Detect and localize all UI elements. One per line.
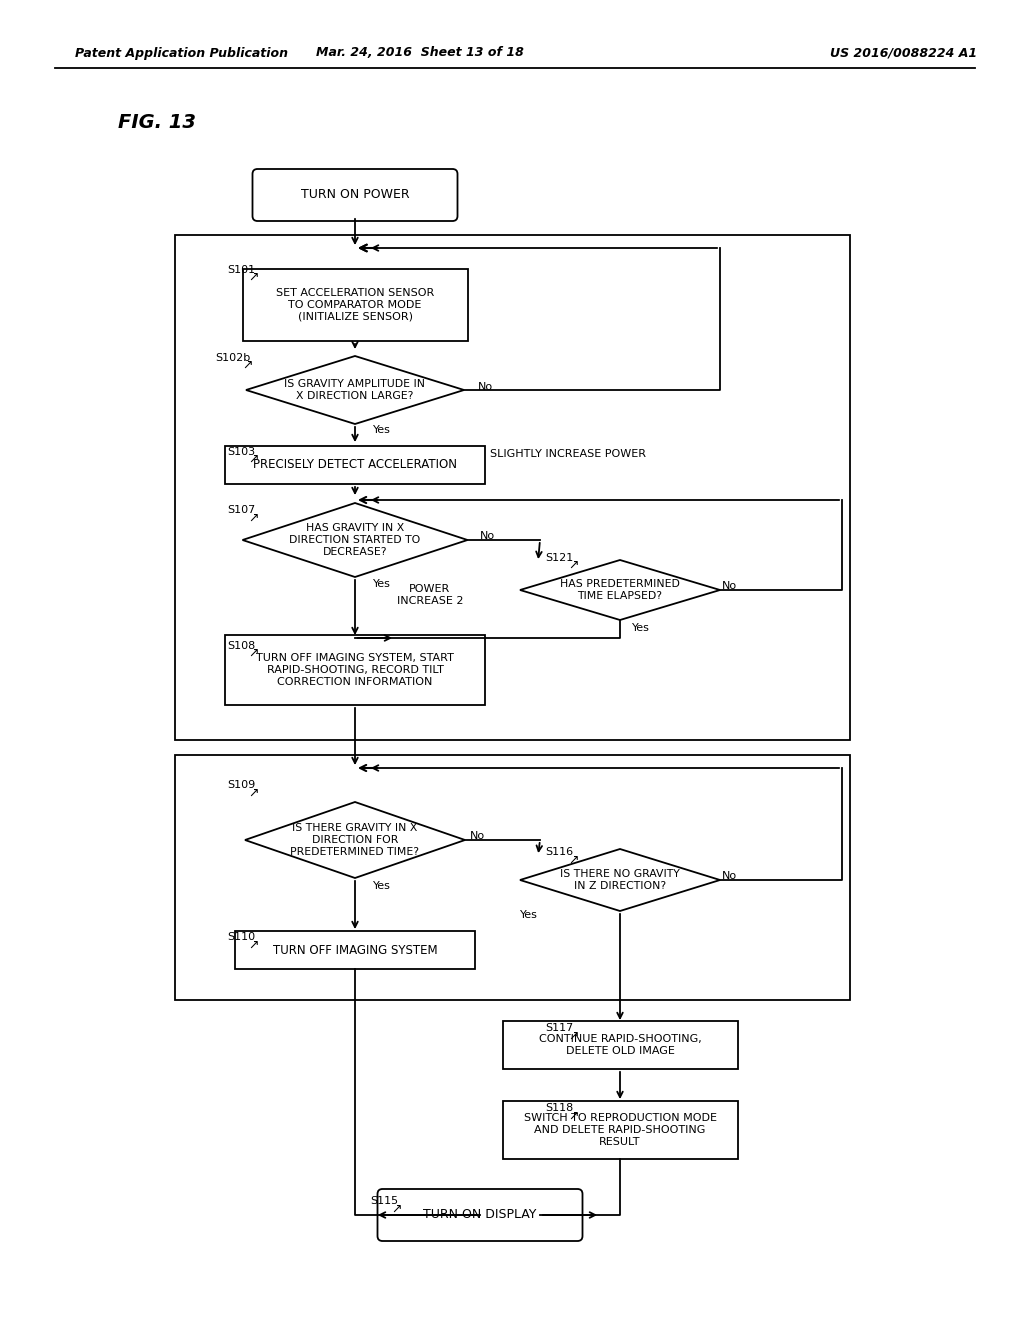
Text: Yes: Yes bbox=[520, 909, 538, 920]
Text: POWER
INCREASE 2: POWER INCREASE 2 bbox=[396, 585, 463, 606]
Text: S103: S103 bbox=[227, 447, 255, 457]
Polygon shape bbox=[245, 803, 465, 878]
Text: ↗: ↗ bbox=[568, 854, 579, 866]
Text: S108: S108 bbox=[227, 642, 255, 651]
Text: HAS PREDETERMINED
TIME ELAPSED?: HAS PREDETERMINED TIME ELAPSED? bbox=[560, 579, 680, 601]
FancyBboxPatch shape bbox=[378, 1189, 583, 1241]
Text: IS GRAVITY AMPLITUDE IN
X DIRECTION LARGE?: IS GRAVITY AMPLITUDE IN X DIRECTION LARG… bbox=[285, 379, 426, 401]
Bar bbox=[225, 446, 485, 484]
Text: S121: S121 bbox=[545, 553, 573, 564]
Text: Yes: Yes bbox=[373, 425, 391, 436]
Text: S117: S117 bbox=[545, 1023, 573, 1034]
Text: Yes: Yes bbox=[632, 623, 650, 634]
Text: ↗: ↗ bbox=[391, 1203, 401, 1216]
Text: IS THERE GRAVITY IN X
DIRECTION FOR
PREDETERMINED TIME?: IS THERE GRAVITY IN X DIRECTION FOR PRED… bbox=[291, 824, 420, 857]
Text: ↗: ↗ bbox=[248, 453, 258, 466]
Text: S116: S116 bbox=[545, 847, 573, 857]
Text: S107: S107 bbox=[227, 506, 255, 515]
Text: ↗: ↗ bbox=[248, 647, 258, 660]
Text: ↗: ↗ bbox=[248, 511, 258, 524]
Text: No: No bbox=[722, 871, 737, 880]
Text: S118: S118 bbox=[545, 1104, 573, 1113]
Text: IS THERE NO GRAVITY
IN Z DIRECTION?: IS THERE NO GRAVITY IN Z DIRECTION? bbox=[560, 869, 680, 891]
Bar bbox=[225, 635, 485, 705]
Text: ↗: ↗ bbox=[568, 1110, 579, 1122]
Text: ↗: ↗ bbox=[248, 271, 258, 284]
Text: S102b: S102b bbox=[215, 352, 250, 363]
Text: Mar. 24, 2016  Sheet 13 of 18: Mar. 24, 2016 Sheet 13 of 18 bbox=[316, 46, 524, 59]
Text: S110: S110 bbox=[227, 932, 255, 942]
Bar bbox=[234, 931, 475, 969]
Bar bbox=[503, 1020, 737, 1069]
Text: No: No bbox=[478, 381, 494, 392]
Polygon shape bbox=[246, 356, 464, 424]
Text: No: No bbox=[480, 531, 496, 541]
Text: No: No bbox=[470, 832, 485, 841]
Text: S109: S109 bbox=[227, 780, 255, 789]
Text: S115: S115 bbox=[370, 1196, 398, 1206]
Polygon shape bbox=[520, 560, 720, 620]
Text: TURN OFF IMAGING SYSTEM, START
RAPID-SHOOTING, RECORD TILT
CORRECTION INFORMATIO: TURN OFF IMAGING SYSTEM, START RAPID-SHO… bbox=[256, 653, 454, 686]
Bar bbox=[175, 755, 850, 1001]
FancyBboxPatch shape bbox=[253, 169, 458, 220]
Text: ↗: ↗ bbox=[568, 558, 579, 572]
Bar bbox=[243, 269, 468, 341]
Text: TURN OFF IMAGING SYSTEM: TURN OFF IMAGING SYSTEM bbox=[272, 944, 437, 957]
Text: ↗: ↗ bbox=[568, 1030, 579, 1043]
Text: FIG. 13: FIG. 13 bbox=[118, 112, 196, 132]
Polygon shape bbox=[243, 503, 468, 577]
Text: HAS GRAVITY IN X
DIRECTION STARTED TO
DECREASE?: HAS GRAVITY IN X DIRECTION STARTED TO DE… bbox=[290, 524, 421, 557]
Text: No: No bbox=[722, 581, 737, 591]
Text: S101: S101 bbox=[227, 265, 255, 275]
Bar bbox=[175, 235, 850, 741]
Text: ↗: ↗ bbox=[248, 939, 258, 952]
Text: TURN ON POWER: TURN ON POWER bbox=[301, 189, 410, 202]
Text: ↗: ↗ bbox=[242, 359, 253, 371]
Text: CONTINUE RAPID-SHOOTING,
DELETE OLD IMAGE: CONTINUE RAPID-SHOOTING, DELETE OLD IMAG… bbox=[539, 1034, 701, 1056]
Text: Yes: Yes bbox=[373, 880, 391, 891]
Text: SET ACCELERATION SENSOR
TO COMPARATOR MODE
(INITIALIZE SENSOR): SET ACCELERATION SENSOR TO COMPARATOR MO… bbox=[275, 288, 434, 322]
Text: SWITCH TO REPRODUCTION MODE
AND DELETE RAPID-SHOOTING
RESULT: SWITCH TO REPRODUCTION MODE AND DELETE R… bbox=[523, 1113, 717, 1147]
Text: ↗: ↗ bbox=[248, 787, 258, 800]
Polygon shape bbox=[520, 849, 720, 911]
Text: Patent Application Publication: Patent Application Publication bbox=[75, 46, 288, 59]
Bar bbox=[503, 1101, 737, 1159]
Text: US 2016/0088224 A1: US 2016/0088224 A1 bbox=[830, 46, 977, 59]
Text: PRECISELY DETECT ACCELERATION: PRECISELY DETECT ACCELERATION bbox=[253, 458, 457, 471]
Text: Yes: Yes bbox=[373, 579, 391, 589]
Text: TURN ON DISPLAY: TURN ON DISPLAY bbox=[423, 1209, 537, 1221]
Text: SLIGHTLY INCREASE POWER: SLIGHTLY INCREASE POWER bbox=[490, 449, 646, 459]
